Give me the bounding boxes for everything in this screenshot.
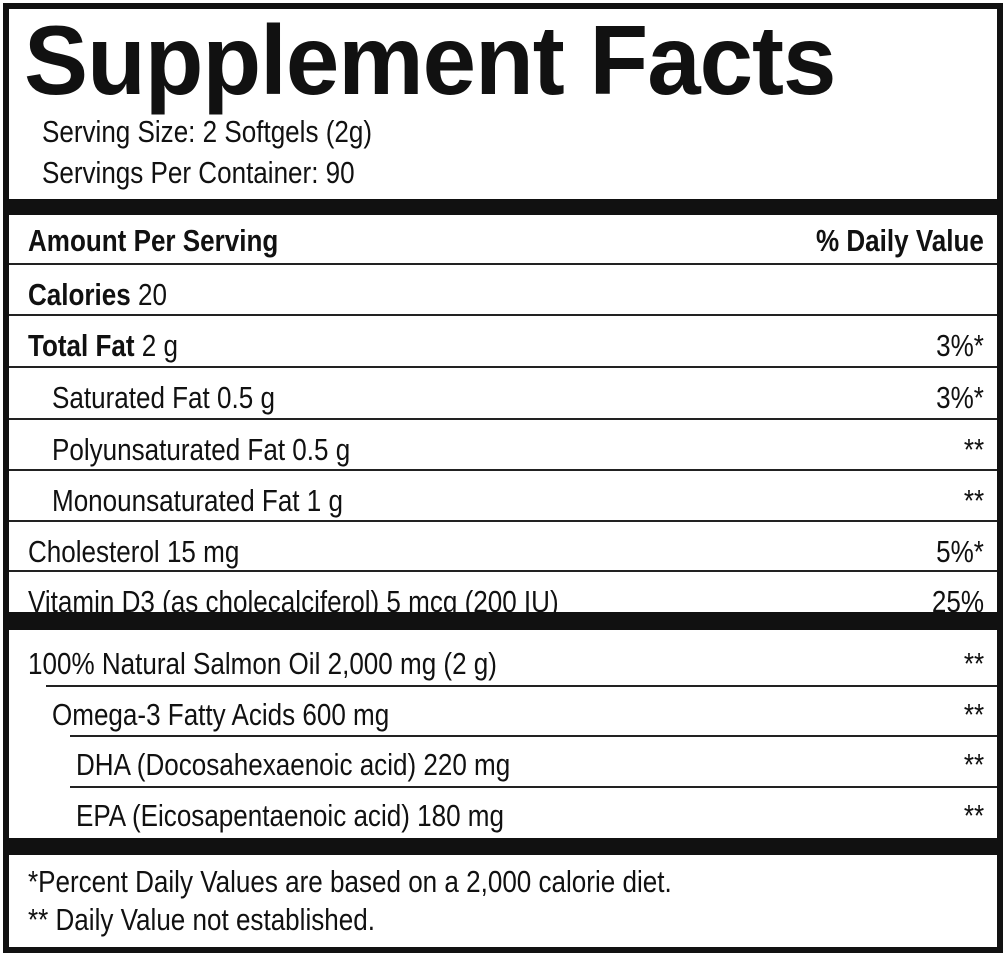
ingredient-name: Omega-3 Fatty Acids 600 mg	[52, 697, 390, 732]
nutrient-name: Cholesterol 15 mg	[28, 536, 239, 567]
header-daily-value: % Daily Value	[816, 223, 984, 258]
footnote-not-established: ** Daily Value not established.	[28, 902, 375, 937]
thick-divider	[3, 838, 1003, 855]
nutrient-amount: Polyunsaturated Fat 0.5 g	[52, 432, 351, 467]
row-divider	[9, 418, 997, 420]
ingredient-name: 100% Natural Salmon Oil 2,000 mg (2 g)	[28, 646, 497, 681]
thick-divider	[3, 199, 1003, 215]
daily-value: **	[963, 483, 984, 518]
nutrient-name: Saturated Fat 0.5 g	[52, 382, 275, 413]
daily-value: 5%*	[936, 534, 984, 569]
serving-size: Serving Size: 2 Softgels (2g)	[42, 114, 373, 149]
servings-per-container: Servings Per Container: 90	[42, 155, 355, 190]
nutrient-name: Calories 20	[28, 279, 167, 310]
nutrient-name: Monounsaturated Fat 1 g	[52, 485, 343, 516]
nutrient-bold: Calories	[28, 277, 131, 312]
daily-value: **	[963, 697, 984, 732]
daily-value: **	[963, 432, 984, 467]
row-divider	[9, 314, 997, 316]
nutrient-amount: 2 g	[134, 328, 179, 363]
row-divider	[70, 735, 997, 737]
label-border	[3, 3, 1003, 953]
row-divider	[46, 685, 997, 687]
ingredient-name: DHA (Docosahexaenoic acid) 220 mg	[76, 747, 511, 782]
nutrient-amount: Vitamin D3 (as cholecalciferol) 5 mcg (2…	[28, 584, 559, 619]
nutrient-name: Polyunsaturated Fat 0.5 g	[52, 434, 350, 465]
row-divider	[9, 469, 997, 471]
daily-value: **	[963, 646, 984, 681]
nutrient-amount: 20	[130, 277, 167, 312]
nutrient-name: Total Fat 2 g	[28, 330, 178, 361]
daily-value: 3%*	[936, 328, 984, 363]
nutrient-amount: Monounsaturated Fat 1 g	[52, 483, 343, 518]
row-divider	[9, 366, 997, 368]
daily-value: 25%	[931, 584, 984, 619]
nutrient-amount: Cholesterol 15 mg	[28, 534, 240, 569]
thick-divider	[3, 612, 1003, 630]
nutrient-amount: Saturated Fat 0.5 g	[52, 380, 275, 415]
footnote-percent: *Percent Daily Values are based on a 2,0…	[28, 864, 672, 899]
row-divider	[9, 263, 997, 265]
nutrient-name: Vitamin D3 (as cholecalciferol) 5 mcg (2…	[28, 586, 559, 617]
daily-value: 3%*	[936, 380, 984, 415]
row-divider	[9, 570, 997, 572]
daily-value: **	[963, 798, 984, 833]
daily-value: **	[963, 747, 984, 782]
label-title: Supplement Facts	[24, 5, 836, 115]
row-divider	[70, 786, 997, 788]
nutrient-bold: Total Fat	[28, 328, 135, 363]
row-divider	[9, 520, 997, 522]
header-amount: Amount Per Serving	[28, 223, 279, 258]
ingredient-name: EPA (Eicosapentaenoic acid) 180 mg	[76, 798, 504, 833]
